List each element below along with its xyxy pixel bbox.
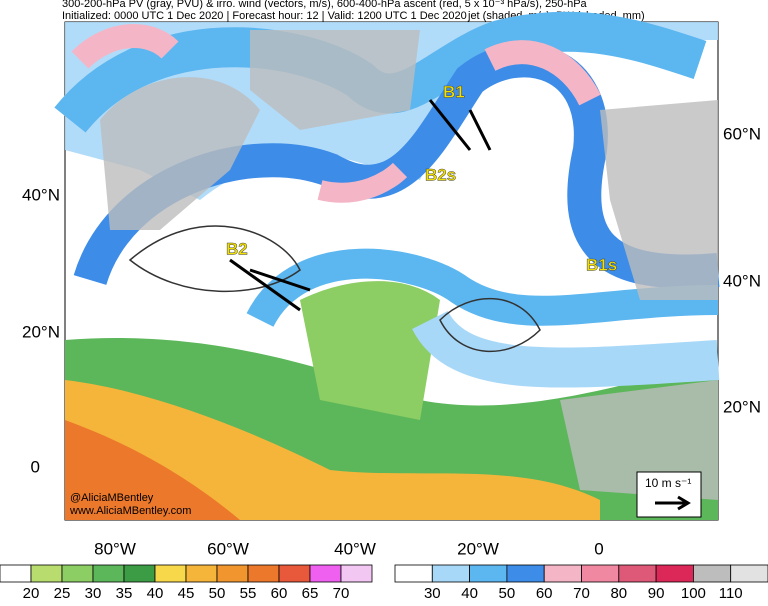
colorbar-box bbox=[247, 564, 280, 583]
lon-label: 0 bbox=[594, 539, 603, 558]
credit: @AliciaMBentley bbox=[70, 492, 154, 504]
colorbar-box bbox=[154, 564, 187, 583]
colorbar-label: 90 bbox=[648, 585, 665, 601]
annotation: B2s bbox=[425, 165, 456, 184]
colorbar-label: 55 bbox=[240, 585, 257, 601]
colorbar-label: 45 bbox=[178, 585, 195, 601]
colorbar-box bbox=[730, 564, 768, 583]
colorbar-label: 20 bbox=[23, 585, 40, 601]
colorbar-label: 25 bbox=[54, 585, 71, 601]
title: 300-200-hPa PV (gray, PVU) & irro. wind … bbox=[62, 0, 588, 10]
colorbar-box bbox=[581, 564, 620, 583]
lat-label: 40°N bbox=[723, 271, 761, 290]
colorbar-box bbox=[216, 564, 249, 583]
colorbar-label: 35 bbox=[116, 585, 133, 601]
colorbar-box bbox=[123, 564, 156, 583]
annotation: B1 bbox=[443, 82, 465, 101]
colorbar-label: 50 bbox=[499, 585, 516, 601]
colorbar-label: 80 bbox=[610, 585, 627, 601]
colorbar-label: 70 bbox=[333, 585, 350, 601]
colorbar-label: 100 bbox=[681, 585, 706, 601]
lon-label: 60°W bbox=[207, 539, 249, 558]
colorbar-box bbox=[278, 564, 311, 583]
colorbar-box bbox=[431, 564, 470, 583]
colorbar-label: 50 bbox=[209, 585, 226, 601]
colorbar-box bbox=[543, 564, 582, 583]
colorbar-label: 70 bbox=[573, 585, 590, 601]
colorbar-label: 60 bbox=[536, 585, 553, 601]
colorbar-box bbox=[394, 564, 433, 583]
lat-label: 20°N bbox=[723, 397, 761, 416]
colorbar-label: 40 bbox=[147, 585, 164, 601]
colorbar-box bbox=[469, 564, 508, 583]
colorbar-label: 30 bbox=[85, 585, 102, 601]
scale-box bbox=[636, 471, 702, 518]
annotation: B2 bbox=[226, 239, 248, 258]
colorbar-box bbox=[506, 564, 545, 583]
lon-label: 20°W bbox=[457, 539, 499, 558]
colorbar-box bbox=[92, 564, 125, 583]
lat-label: 0 bbox=[31, 457, 40, 476]
colorbar-box bbox=[185, 564, 218, 583]
colorbar-box bbox=[693, 564, 732, 583]
lat-label: 40°N bbox=[22, 185, 60, 204]
annotation: B1s bbox=[586, 255, 617, 274]
scale-arrow bbox=[655, 495, 691, 511]
colorbar-box bbox=[61, 564, 94, 583]
colorbar-label: 110 bbox=[719, 585, 743, 601]
colorbar-box bbox=[618, 564, 657, 583]
scale-label: 10 m s⁻¹ bbox=[645, 476, 691, 490]
credit: www.AliciaMBentley.com bbox=[69, 505, 191, 517]
colorbar-box bbox=[309, 564, 342, 583]
colorbar-box bbox=[655, 564, 694, 583]
colorbar-box bbox=[340, 564, 373, 583]
lon-label: 80°W bbox=[94, 539, 136, 558]
colorbar-label: 60 bbox=[271, 585, 288, 601]
lat-label: 60°N bbox=[723, 124, 761, 143]
lat-label: 20°N bbox=[22, 322, 60, 341]
colorbar-label: 30 bbox=[424, 585, 441, 601]
colorbar-box bbox=[30, 564, 63, 583]
colorbar-label: 40 bbox=[461, 585, 478, 601]
init-line: Initialized: 0000 UTC 1 Dec 2020 | Forec… bbox=[62, 10, 467, 22]
colorbar-label: 65 bbox=[302, 585, 319, 601]
colorbars: 20 25 30 35 40 45 50 55 60 65 70 30 40 50 60 70 80 90 100 1… bbox=[0, 564, 768, 602]
map-area bbox=[54, 11, 720, 521]
lon-label: 40°W bbox=[334, 539, 376, 558]
colorbar-box bbox=[0, 564, 32, 583]
